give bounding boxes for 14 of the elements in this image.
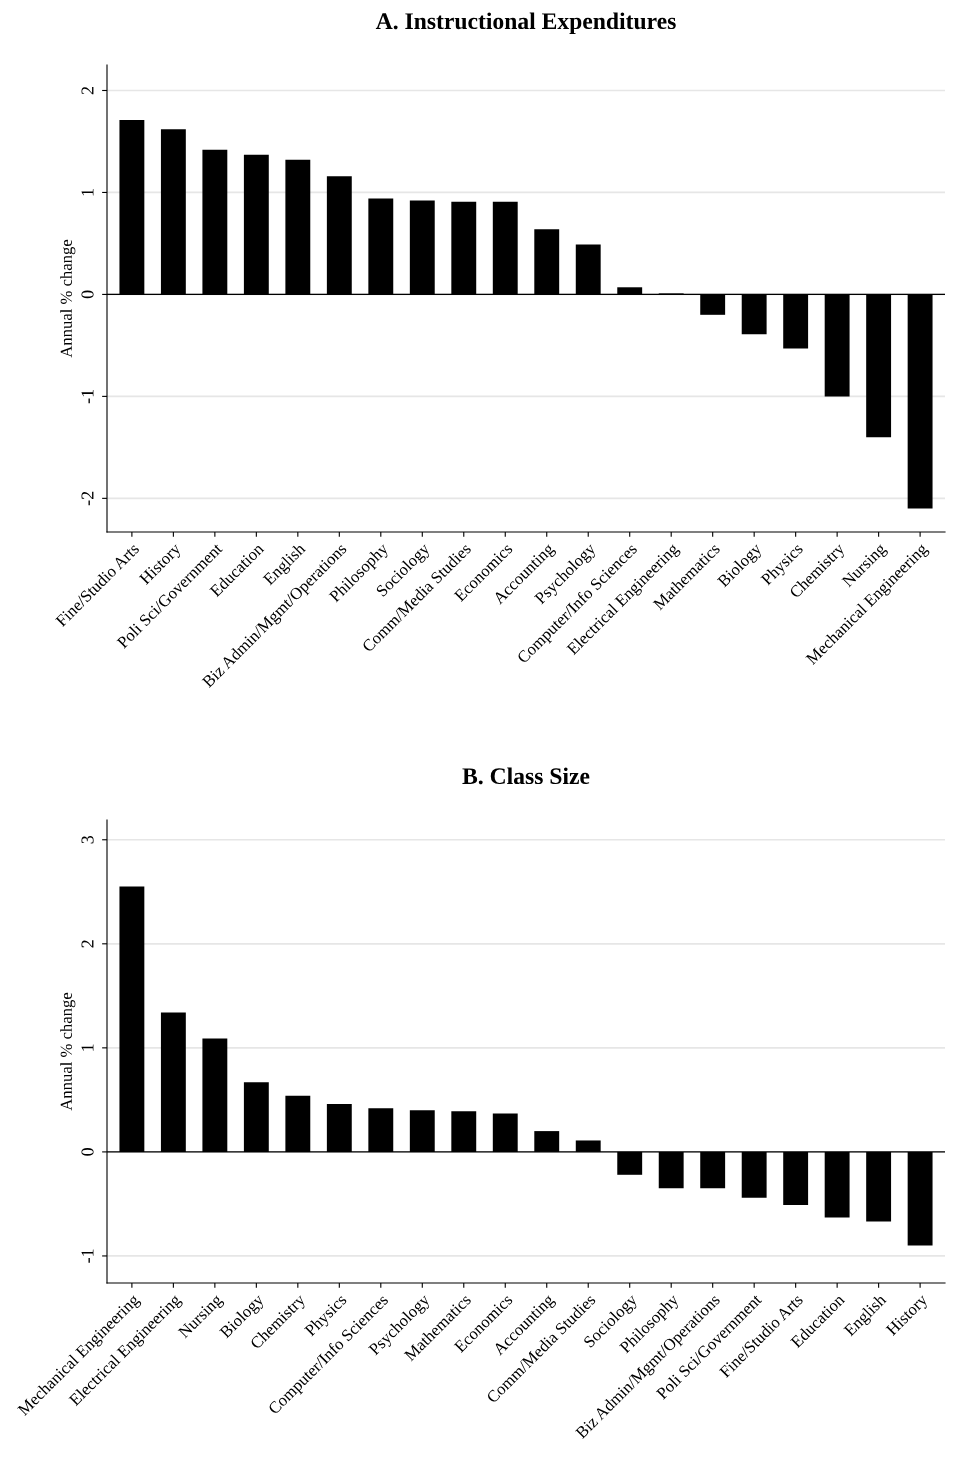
- y-tick-label: -1: [81, 1249, 94, 1263]
- y-tick-label: -2: [81, 491, 94, 506]
- y-axis-title: Annual % change: [60, 992, 76, 1111]
- y-tick-label: 2: [81, 940, 94, 948]
- y-tick-label: 1: [81, 1044, 94, 1051]
- y-tick-label: 3: [81, 835, 94, 844]
- y-tick-label: 0: [81, 1148, 94, 1156]
- y-axis-title: Annual % change: [60, 239, 76, 358]
- y-tick-label: 2: [81, 86, 94, 95]
- y-tick-label: 1: [81, 189, 94, 196]
- chart-title: A. Instructional Expenditures: [375, 12, 676, 34]
- y-tick-label: 0: [81, 290, 94, 299]
- chart-title: B. Class Size: [462, 767, 590, 785]
- y-tick-label: -1: [81, 389, 94, 404]
